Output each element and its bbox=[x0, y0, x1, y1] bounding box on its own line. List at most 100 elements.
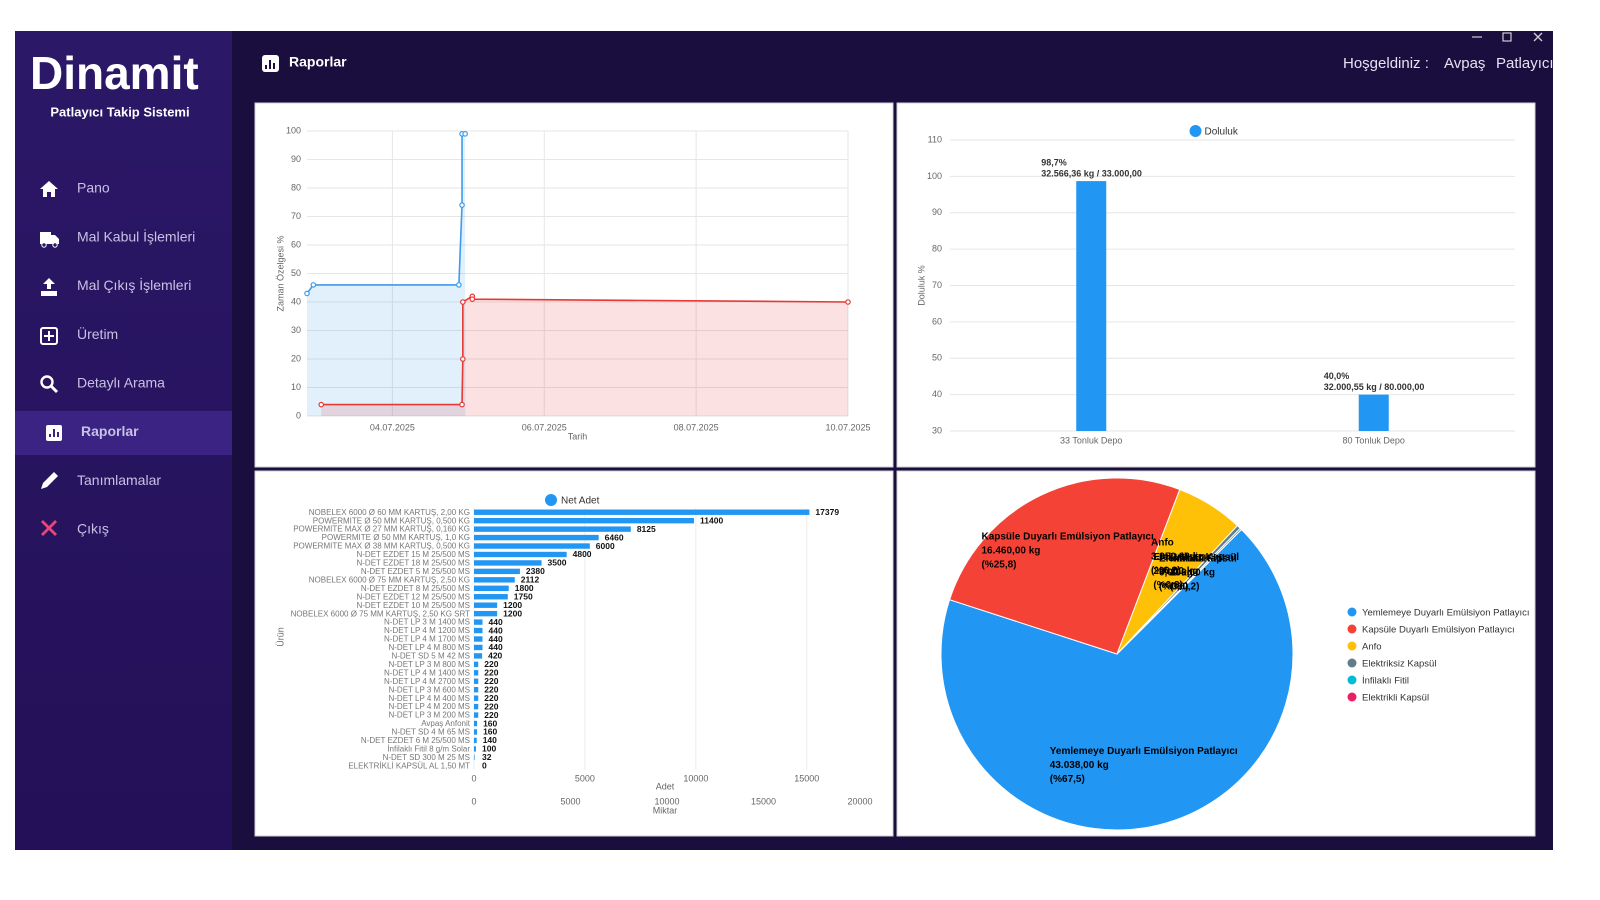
y-tick-label: NOBELEX 6000 Ø 60 MM KARTUŞ, 2,00 KG bbox=[309, 508, 470, 517]
value-label: 220 bbox=[484, 684, 498, 694]
legend-label: Doluluk bbox=[1205, 127, 1239, 138]
point bbox=[456, 282, 462, 288]
company-name: Patlayıcı bbox=[1496, 55, 1554, 72]
logo: Dinamit bbox=[30, 47, 199, 99]
menu-item[interactable]: Üretim bbox=[77, 325, 118, 342]
y-tick-label: POWERMITE MAX Ø 38 MM KARTUŞ, 0,500 KG bbox=[293, 542, 470, 551]
value-label: 2112 bbox=[521, 575, 540, 585]
menu-item[interactable]: Detaylı Arama bbox=[77, 375, 165, 391]
legend-swatch bbox=[1189, 125, 1202, 137]
x2-axis-label: Miktar bbox=[653, 805, 678, 815]
y-tick-label: NOBELEX 6000 Ø 75 MM KARTUŞ, 2,50 KG bbox=[309, 575, 470, 584]
y-tick-label: Avpaş Anfonit bbox=[421, 719, 471, 728]
bar bbox=[474, 746, 476, 752]
menu-item[interactable]: Raporlar bbox=[81, 423, 139, 439]
area bbox=[307, 133, 466, 416]
y-tick-label: 40 bbox=[291, 296, 301, 306]
value-label: 220 bbox=[484, 659, 498, 669]
icon-plus bbox=[44, 331, 54, 341]
icon-upload bbox=[41, 278, 57, 296]
legend-swatch bbox=[1347, 624, 1357, 634]
slice-label: 43.038,00 kg bbox=[1050, 760, 1109, 771]
point bbox=[462, 131, 468, 137]
y-tick-label: N-DET LP 4 M 2700 MS bbox=[384, 677, 470, 686]
slice-label: Elektriksiz Kapsül bbox=[1153, 552, 1239, 563]
bar bbox=[474, 568, 520, 575]
bar bbox=[474, 517, 695, 524]
y-tick-label: 20 bbox=[291, 353, 301, 363]
value-label: 440 bbox=[488, 617, 502, 627]
menu-item[interactable]: Pano bbox=[77, 180, 110, 196]
icon-chart-bars bbox=[49, 429, 59, 437]
value-label: 98,7% bbox=[1041, 157, 1067, 167]
bar bbox=[474, 754, 475, 761]
bar bbox=[474, 670, 479, 676]
bar bbox=[474, 703, 479, 710]
bar bbox=[474, 619, 483, 625]
bar bbox=[474, 712, 479, 718]
bar bbox=[474, 687, 479, 693]
icon-pencil bbox=[41, 472, 58, 489]
bar bbox=[474, 636, 483, 642]
pie-slice bbox=[1116, 529, 1242, 655]
slice-label: (%0,2) bbox=[1170, 581, 1199, 592]
value-label: 8125 bbox=[637, 524, 656, 534]
y-tick-label: 110 bbox=[928, 134, 942, 144]
pie-slice bbox=[948, 477, 1181, 655]
user-name: Avpaş bbox=[1444, 55, 1485, 72]
slice-label: (%0,3) bbox=[1153, 580, 1182, 591]
value-label: 220 bbox=[484, 668, 498, 678]
value-label: 160 bbox=[483, 727, 497, 737]
close-button[interactable] bbox=[1533, 32, 1543, 42]
menu-item[interactable]: Çıkış bbox=[77, 521, 109, 537]
icon-truck-wheel bbox=[52, 242, 58, 248]
slice-label: 0,00 kg bbox=[1159, 568, 1193, 579]
bar bbox=[474, 509, 810, 515]
x-tick-label: 10000 bbox=[683, 773, 708, 783]
y-tick-label: N-DET SD 300 M 25 MS bbox=[383, 753, 470, 762]
y-tick-label: NOBELEX 6000 Ø 75 MM KARTUŞ, 2,50 KG SRT bbox=[291, 609, 470, 618]
icon-home bbox=[40, 181, 58, 197]
value-annotation: 32.566,36 kg / 33.000,00 bbox=[1041, 168, 1142, 178]
slice-label: 220,00 kg bbox=[1153, 566, 1198, 577]
bar bbox=[474, 526, 631, 532]
x-tick-label: 15000 bbox=[794, 773, 819, 783]
y-tick-label: N-DET EZDET 8 M 25/500 MS bbox=[361, 584, 470, 593]
maximize-button[interactable] bbox=[1502, 32, 1512, 42]
slice-label: (%0,0) bbox=[1159, 582, 1188, 593]
slice-label: Anfo bbox=[1151, 538, 1174, 549]
header-icon-bars bbox=[265, 60, 275, 69]
value-label: 32 bbox=[482, 752, 492, 762]
value-label: 0 bbox=[482, 761, 487, 771]
value-label: 220 bbox=[484, 701, 498, 711]
menu-item[interactable]: Mal Kabul İşlemleri bbox=[77, 227, 195, 244]
legend-label: Elektriksiz Kapsül bbox=[1362, 659, 1436, 670]
menu-item[interactable]: Mal Çıkış İşlemleri bbox=[77, 276, 191, 293]
bar bbox=[474, 661, 479, 668]
slice-label: 16.460,00 kg bbox=[981, 545, 1040, 556]
y-tick-label: N-DET LP 4 M 200 MS bbox=[388, 702, 470, 711]
x2-tick-label: 15000 bbox=[751, 796, 776, 806]
x2-tick-label: 0 bbox=[471, 796, 476, 806]
y-tick-label: 60 bbox=[932, 316, 942, 326]
y-tick-label: N-DET EZDET 6 M 25/500 MS bbox=[361, 736, 470, 745]
y-tick-label: 60 bbox=[291, 239, 301, 249]
point bbox=[310, 282, 317, 288]
legend-label: Anfo bbox=[1362, 642, 1382, 653]
legend-swatch bbox=[1347, 692, 1357, 702]
point bbox=[459, 401, 465, 408]
bar bbox=[1076, 181, 1107, 431]
y-axis-label: Doluluk % bbox=[916, 265, 926, 306]
logo-subtitle: Patlayıcı Takip Sistemi bbox=[50, 104, 189, 119]
pie-slice bbox=[940, 528, 1294, 831]
point bbox=[459, 202, 465, 208]
menu-item[interactable]: Tanımlamalar bbox=[77, 472, 161, 488]
bar bbox=[474, 610, 498, 617]
legend-swatch bbox=[1347, 607, 1357, 617]
y-tick-label: N-DET EZDET 15 M 25/500 MS bbox=[356, 550, 470, 559]
value-label: 220 bbox=[484, 710, 498, 720]
value-label: 1200 bbox=[503, 608, 522, 618]
icon-search bbox=[40, 375, 54, 389]
legend-swatch bbox=[1347, 641, 1357, 651]
